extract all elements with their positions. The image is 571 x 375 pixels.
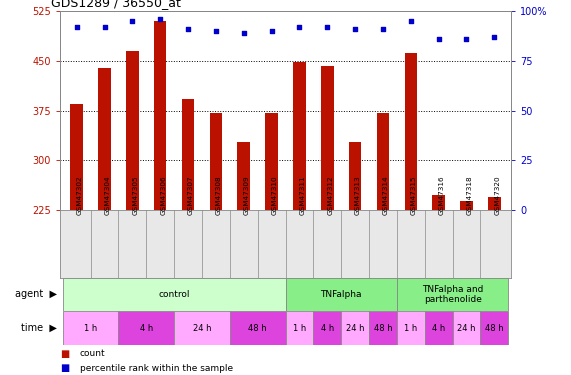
- Text: GSM47304: GSM47304: [104, 176, 111, 215]
- Bar: [63, 311, 118, 345]
- Text: control: control: [158, 290, 190, 299]
- Bar: [266, 112, 278, 359]
- Text: 4 h: 4 h: [432, 324, 445, 333]
- Text: GSM47314: GSM47314: [383, 176, 389, 215]
- Text: 24 h: 24 h: [457, 324, 476, 333]
- Bar: [154, 21, 167, 359]
- Point: [156, 16, 165, 22]
- Point: [211, 28, 220, 34]
- Bar: [63, 278, 286, 311]
- Text: agent  ▶: agent ▶: [15, 290, 57, 299]
- Text: GSM47302: GSM47302: [77, 176, 83, 215]
- Text: GSM47313: GSM47313: [355, 176, 361, 215]
- Point: [462, 36, 471, 42]
- Text: 48 h: 48 h: [485, 324, 504, 333]
- Text: 24 h: 24 h: [193, 324, 211, 333]
- Bar: [377, 112, 389, 359]
- Point: [295, 24, 304, 30]
- Text: 4 h: 4 h: [140, 324, 153, 333]
- Text: GSM47315: GSM47315: [411, 176, 417, 215]
- Text: GSM47306: GSM47306: [160, 176, 166, 215]
- Bar: [182, 99, 194, 359]
- Text: GSM47308: GSM47308: [216, 176, 222, 215]
- Point: [379, 26, 388, 32]
- Text: GSM47312: GSM47312: [327, 176, 333, 215]
- Text: TNFalpha: TNFalpha: [320, 290, 362, 299]
- Text: 24 h: 24 h: [346, 324, 364, 333]
- Point: [72, 24, 81, 30]
- Point: [323, 24, 332, 30]
- Text: TNFalpha and
parthenolide: TNFalpha and parthenolide: [422, 285, 483, 304]
- Point: [239, 30, 248, 36]
- Text: GSM47310: GSM47310: [272, 176, 278, 215]
- Point: [434, 36, 443, 42]
- Text: GSM47311: GSM47311: [299, 176, 305, 215]
- Text: GSM47307: GSM47307: [188, 176, 194, 215]
- Point: [351, 26, 360, 32]
- Text: 4 h: 4 h: [321, 324, 334, 333]
- Point: [490, 34, 499, 40]
- Point: [406, 18, 415, 24]
- Bar: [230, 311, 286, 345]
- Bar: [321, 66, 333, 359]
- Text: GSM47320: GSM47320: [494, 176, 500, 215]
- Bar: [397, 311, 425, 345]
- Text: percentile rank within the sample: percentile rank within the sample: [80, 364, 233, 373]
- Text: 48 h: 48 h: [373, 324, 392, 333]
- Text: GDS1289 / 36550_at: GDS1289 / 36550_at: [51, 0, 181, 9]
- Bar: [488, 197, 501, 359]
- Bar: [286, 311, 313, 345]
- Text: ■: ■: [60, 349, 69, 358]
- Point: [183, 26, 192, 32]
- Text: 48 h: 48 h: [248, 324, 267, 333]
- Text: GSM47305: GSM47305: [132, 176, 138, 215]
- Point: [267, 28, 276, 34]
- Text: time  ▶: time ▶: [21, 323, 57, 333]
- Bar: [397, 278, 508, 311]
- Bar: [425, 311, 453, 345]
- Bar: [293, 62, 305, 359]
- Bar: [369, 311, 397, 345]
- Bar: [98, 68, 111, 359]
- Point: [100, 24, 109, 30]
- Bar: [349, 142, 361, 359]
- Text: 1 h: 1 h: [293, 324, 306, 333]
- Bar: [174, 311, 230, 345]
- Bar: [118, 311, 174, 345]
- Bar: [453, 311, 480, 345]
- Bar: [480, 311, 508, 345]
- Text: 1 h: 1 h: [84, 324, 97, 333]
- Bar: [210, 112, 222, 359]
- Bar: [313, 311, 341, 345]
- Text: GSM47316: GSM47316: [439, 176, 445, 215]
- Bar: [238, 142, 250, 359]
- Bar: [460, 201, 473, 359]
- Bar: [70, 104, 83, 359]
- Text: 1 h: 1 h: [404, 324, 417, 333]
- Text: ■: ■: [60, 363, 69, 373]
- Point: [128, 18, 137, 24]
- Bar: [126, 51, 139, 359]
- Text: count: count: [80, 349, 106, 358]
- Bar: [432, 195, 445, 359]
- Text: GSM47309: GSM47309: [244, 176, 250, 215]
- Bar: [341, 311, 369, 345]
- Bar: [286, 278, 397, 311]
- Bar: [404, 53, 417, 359]
- Text: GSM47318: GSM47318: [467, 176, 472, 215]
